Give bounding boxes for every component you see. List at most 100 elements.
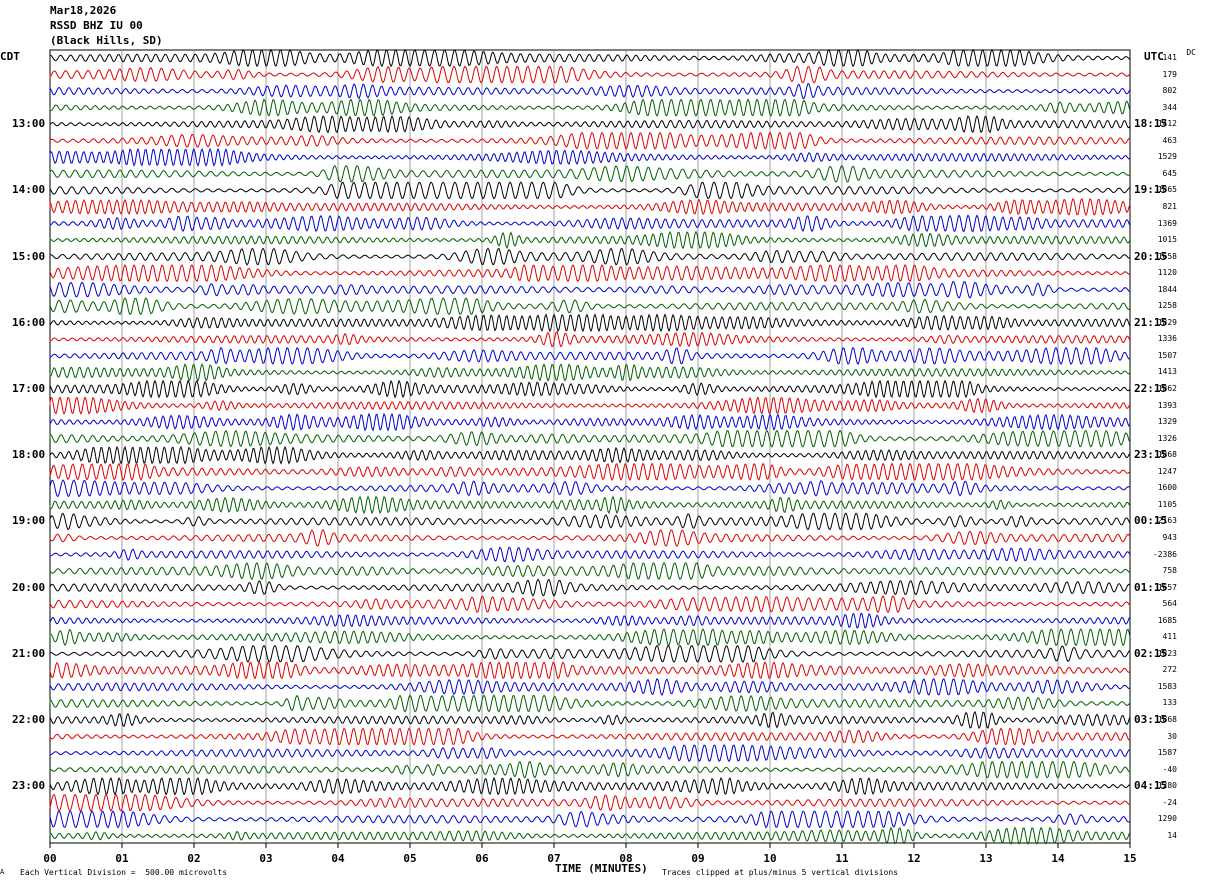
dc-offset-label: 1507 <box>1157 350 1177 360</box>
dc-offset-label: 1865 <box>1157 185 1177 195</box>
seismic-trace <box>49 727 1130 746</box>
seismic-trace <box>49 181 1131 200</box>
dc-offset-label: 1823 <box>1157 648 1177 658</box>
seismic-trace <box>49 528 1131 547</box>
dc-offset-label: 802 <box>1162 86 1177 96</box>
right-hour-label: 19:15 <box>1134 183 1168 197</box>
dc-offset-label: 1290 <box>1157 814 1177 824</box>
x-tick-label: 14 <box>1051 852 1065 865</box>
right-hour-label: 20:15 <box>1134 249 1168 263</box>
x-axis-title: TIME (MINUTES) <box>555 862 648 875</box>
dc-offset-label: 1600 <box>1157 483 1177 493</box>
seismic-trace <box>49 826 1131 846</box>
right-hour-label: 03:15 <box>1134 713 1168 726</box>
dc-offset-label: -24 <box>1162 797 1177 807</box>
left-hour-label: 15:00 <box>12 249 46 263</box>
x-tick-label: 11 <box>835 852 849 865</box>
seismic-trace <box>49 412 1131 432</box>
x-tick-label: 05 <box>403 852 417 865</box>
x-tick-label: 00 <box>43 852 57 865</box>
seismic-trace <box>49 197 1131 217</box>
dc-offset-label: -2386 <box>1152 549 1177 559</box>
right-timezone-label: UTC <box>1144 50 1164 63</box>
left-hour-label: 19:00 <box>12 514 46 528</box>
seismic-trace <box>49 743 1131 763</box>
seismic-trace <box>49 396 1131 415</box>
dc-offset-label: 1326 <box>1157 433 1177 443</box>
seismic-trace <box>49 760 1131 779</box>
seismic-trace <box>49 379 1131 399</box>
dc-offset-label: 1329 <box>1157 417 1177 427</box>
x-tick-label: 07 <box>547 852 561 865</box>
dc-offset-label: 1844 <box>1157 284 1177 294</box>
dc-offset-label: -40 <box>1162 764 1177 774</box>
dc-offset-label: 179 <box>1162 69 1177 79</box>
seismic-trace <box>49 628 1131 647</box>
left-hour-label: 22:00 <box>12 713 46 726</box>
dc-offset-label: 30 <box>1167 731 1177 741</box>
dc-offset-label: 1015 <box>1157 235 1177 245</box>
seismic-trace <box>49 445 1131 465</box>
dc-offset-label: 1658 <box>1157 251 1177 261</box>
recording-date: Mar18,2026 <box>50 4 117 17</box>
seismic-trace <box>49 297 1131 316</box>
seismic-trace <box>49 546 1131 563</box>
x-tick-label: 02 <box>187 852 201 865</box>
seismic-trace <box>49 331 1131 348</box>
x-tick-label: 13 <box>979 852 993 865</box>
seismic-trace <box>49 677 1131 696</box>
dc-offset-label: 1336 <box>1157 334 1177 344</box>
station-code: RSSD BHZ IU 00 <box>50 19 143 32</box>
seismic-trace <box>49 98 1131 117</box>
right-hour-label: 00:15 <box>1134 514 1168 528</box>
seismic-trace <box>49 562 1131 581</box>
x-tick-label: 12 <box>907 852 921 865</box>
x-tick-label: 09 <box>691 852 705 865</box>
dc-column-label: DC <box>1186 48 1196 57</box>
dc-offset-label: 272 <box>1162 665 1177 675</box>
seismic-trace <box>49 280 1131 299</box>
dc-offset-label: 463 <box>1162 135 1177 145</box>
seismic-trace <box>49 164 1131 183</box>
plot-frame <box>49 49 1131 844</box>
seismic-trace <box>49 363 1131 382</box>
dc-offset-label: 821 <box>1162 201 1177 211</box>
right-hour-label: 23:15 <box>1134 448 1168 462</box>
left-hour-label: 16:00 <box>12 315 46 329</box>
dc-offset-label: 411 <box>1162 632 1177 642</box>
dc-offset-label: 344 <box>1162 102 1177 112</box>
corner-mark: A <box>0 868 5 876</box>
dc-offset-label: 645 <box>1162 168 1177 178</box>
scale-note: Each Vertical Division = 500.00 microvol… <box>20 868 228 877</box>
right-hour-label: 02:15 <box>1134 646 1168 660</box>
seismic-trace <box>49 710 1131 730</box>
right-hour-label: 18:15 <box>1134 117 1168 131</box>
seismic-trace <box>49 793 1131 812</box>
dc-offset-label: 1862 <box>1157 384 1177 393</box>
dc-offset-label: 1105 <box>1157 499 1177 509</box>
left-hour-label: 21:00 <box>12 646 46 660</box>
seismic-trace <box>49 263 1131 283</box>
seismic-trace <box>49 230 1131 250</box>
seismic-trace <box>49 114 1131 134</box>
dc-offset-label: 1120 <box>1157 268 1177 278</box>
left-hour-label: 20:00 <box>12 580 46 594</box>
dc-offset-label: 1413 <box>1157 367 1177 377</box>
seismic-trace <box>49 612 1131 629</box>
right-hour-label: 21:15 <box>1134 315 1168 329</box>
seismic-trace <box>49 48 1131 68</box>
x-tick-label: 04 <box>331 852 345 865</box>
dc-offset-label: 1247 <box>1157 466 1177 476</box>
seismic-trace <box>49 595 1131 614</box>
dc-offset-label: 133 <box>1162 698 1177 708</box>
seismic-trace <box>49 131 1131 150</box>
dc-offset-label: 1412 <box>1157 119 1177 129</box>
x-tick-label: 15 <box>1123 852 1137 865</box>
left-hour-label: 17:00 <box>12 382 46 395</box>
left-hour-label: 23:00 <box>12 779 46 793</box>
dc-offset-label: 1280 <box>1157 781 1177 791</box>
dc-offset-label: 1868 <box>1157 450 1177 460</box>
dc-offset-label: 1868 <box>1157 715 1177 724</box>
seismic-trace <box>49 776 1131 796</box>
